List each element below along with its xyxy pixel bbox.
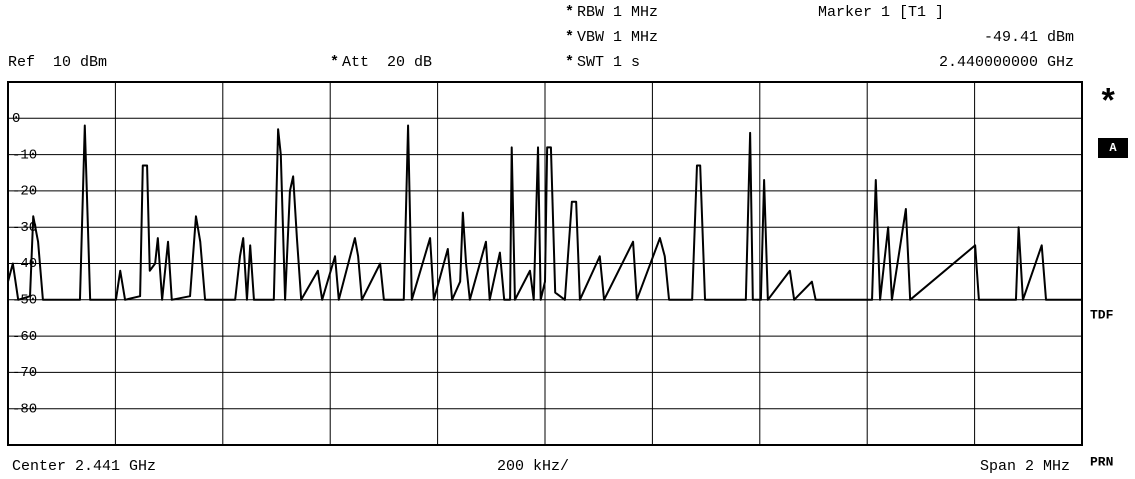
y-tick-label: -40	[12, 256, 37, 272]
trace	[7, 124, 1082, 301]
rbw: RBW 1 MHz	[577, 4, 658, 21]
y-tick-label: -50	[12, 293, 37, 309]
trace-badge	[1098, 138, 1128, 158]
y-tick-label: -10	[12, 147, 37, 163]
y-tick-label: -70	[12, 365, 37, 381]
trace-label: A	[1109, 141, 1117, 155]
flag: *	[565, 54, 574, 71]
tdf: TDF	[1090, 307, 1114, 322]
marker-label: Marker 1 [T1 ]	[818, 4, 944, 21]
marker-frequency: 2.440000000 GHz	[939, 54, 1074, 71]
marker-level: -49.41 dBm	[984, 29, 1074, 46]
y-tick-label: -80	[12, 401, 37, 417]
attenuation: Att 20 dB	[342, 54, 432, 71]
swt: SWT 1 s	[577, 54, 640, 71]
division: 200 kHz/	[497, 458, 569, 475]
ref-level: Ref 10 dBm	[8, 54, 107, 71]
y-tick-label: 0	[12, 111, 20, 127]
flag: *	[330, 54, 339, 71]
star: *	[1098, 86, 1118, 124]
y-tick-label: -20	[12, 184, 37, 200]
vbw: VBW 1 MHz	[577, 29, 658, 46]
span: Span 2 MHz	[980, 458, 1070, 475]
flag: *	[565, 29, 574, 46]
flag: *	[565, 4, 574, 21]
plot-frame	[7, 81, 1083, 446]
y-tick-label: -30	[12, 220, 37, 236]
prn: PRN	[1090, 454, 1113, 469]
center-frequency: Center 2.441 GHz	[12, 458, 156, 475]
y-tick-label: -60	[12, 329, 37, 345]
